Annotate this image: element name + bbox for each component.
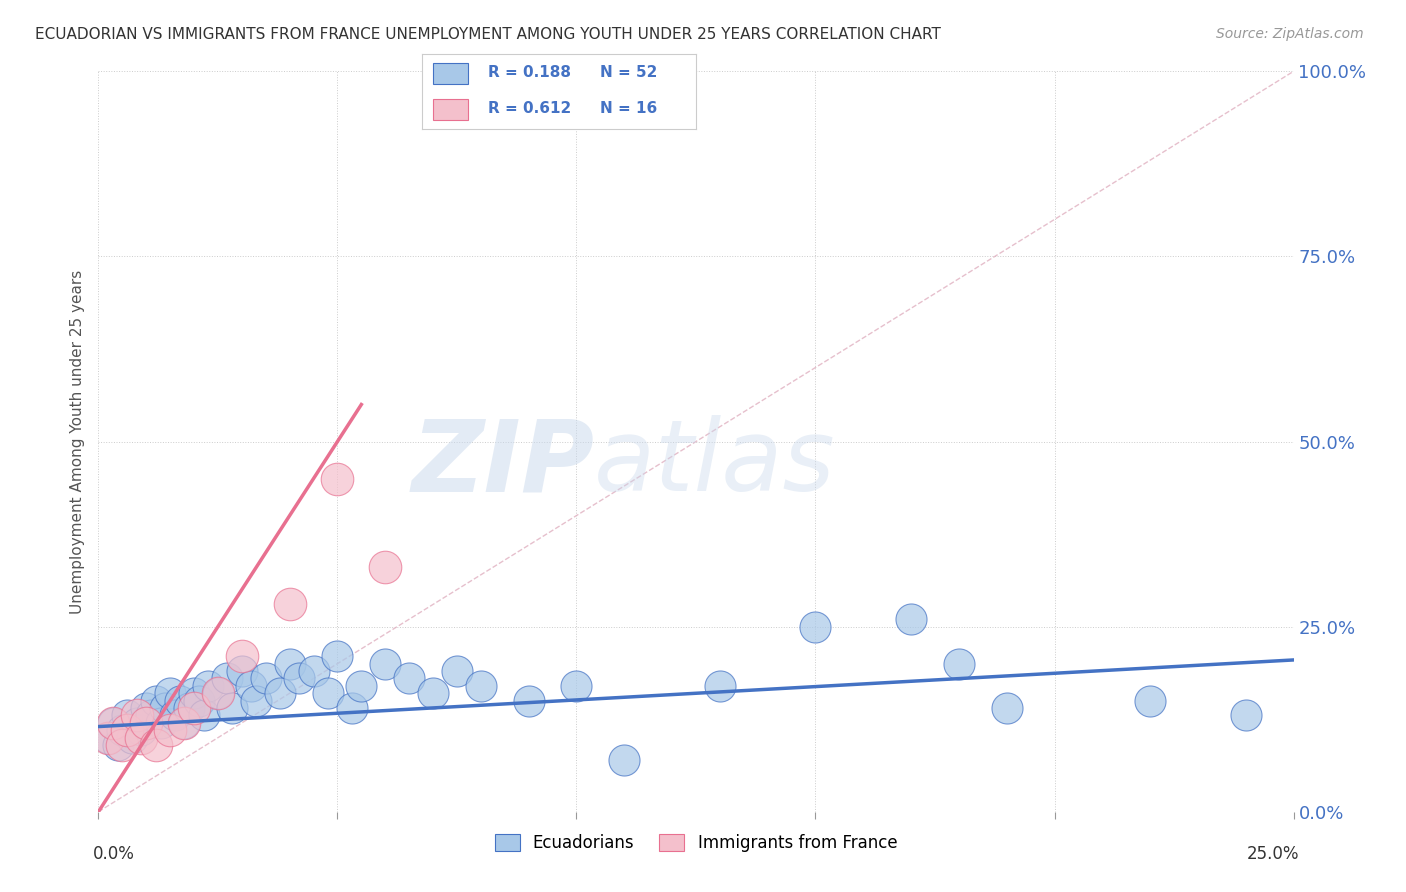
Point <box>221 701 243 715</box>
Point <box>135 715 157 730</box>
Y-axis label: Unemployment Among Youth under 25 years: Unemployment Among Youth under 25 years <box>70 269 86 614</box>
Point <box>269 686 291 700</box>
FancyBboxPatch shape <box>433 99 468 120</box>
Text: ZIP: ZIP <box>412 416 595 512</box>
Point <box>1234 708 1257 723</box>
Point <box>207 686 229 700</box>
Point <box>145 694 167 708</box>
Point <box>900 612 922 626</box>
Point <box>131 731 153 745</box>
Point <box>159 686 181 700</box>
Point <box>155 701 177 715</box>
Point <box>183 701 205 715</box>
Point <box>97 731 120 745</box>
Point <box>374 560 396 574</box>
Point <box>948 657 970 671</box>
Point <box>131 723 153 738</box>
Legend: Ecuadorians, Immigrants from France: Ecuadorians, Immigrants from France <box>488 828 904 859</box>
Point <box>111 738 134 752</box>
Text: Source: ZipAtlas.com: Source: ZipAtlas.com <box>1216 27 1364 41</box>
Point <box>179 701 201 715</box>
Point <box>278 598 301 612</box>
Point <box>517 694 540 708</box>
Point <box>231 649 253 664</box>
Point <box>169 694 191 708</box>
Point <box>254 672 277 686</box>
FancyBboxPatch shape <box>433 62 468 84</box>
Point <box>1139 694 1161 708</box>
Point <box>159 723 181 738</box>
Point <box>231 664 253 678</box>
Point <box>288 672 311 686</box>
Point <box>107 738 129 752</box>
Point <box>326 471 349 485</box>
Point <box>350 679 373 693</box>
Point <box>398 672 420 686</box>
Point <box>326 649 349 664</box>
Point <box>101 715 124 730</box>
Point <box>197 679 219 693</box>
Point <box>207 686 229 700</box>
Point <box>245 694 267 708</box>
Point <box>193 708 215 723</box>
Point <box>115 723 138 738</box>
Point <box>111 723 134 738</box>
Point <box>125 708 148 723</box>
Text: N = 16: N = 16 <box>600 102 657 116</box>
Point <box>278 657 301 671</box>
Point <box>217 672 239 686</box>
Point <box>139 708 162 723</box>
Point <box>145 738 167 752</box>
Point <box>446 664 468 678</box>
Point <box>149 715 172 730</box>
Text: N = 52: N = 52 <box>600 65 658 80</box>
Point <box>115 708 138 723</box>
Point <box>125 715 148 730</box>
Text: R = 0.612: R = 0.612 <box>488 102 571 116</box>
Text: 0.0%: 0.0% <box>93 845 135 863</box>
Point <box>121 731 143 745</box>
Text: R = 0.188: R = 0.188 <box>488 65 571 80</box>
Text: atlas: atlas <box>595 416 837 512</box>
Point <box>187 694 209 708</box>
Point <box>240 679 263 693</box>
Point <box>183 686 205 700</box>
Point <box>565 679 588 693</box>
Point <box>163 708 186 723</box>
Point <box>173 715 195 730</box>
Point <box>340 701 363 715</box>
Text: ECUADORIAN VS IMMIGRANTS FROM FRANCE UNEMPLOYMENT AMONG YOUTH UNDER 25 YEARS COR: ECUADORIAN VS IMMIGRANTS FROM FRANCE UNE… <box>35 27 941 42</box>
Point <box>804 619 827 633</box>
Point <box>316 686 339 700</box>
Point <box>374 657 396 671</box>
Point <box>470 679 492 693</box>
Point <box>613 753 636 767</box>
Text: 25.0%: 25.0% <box>1247 845 1299 863</box>
Point <box>422 686 444 700</box>
Point <box>97 731 120 745</box>
Point <box>302 664 325 678</box>
Point <box>101 715 124 730</box>
Point <box>995 701 1018 715</box>
Point <box>173 715 195 730</box>
Point <box>709 679 731 693</box>
Point <box>135 701 157 715</box>
